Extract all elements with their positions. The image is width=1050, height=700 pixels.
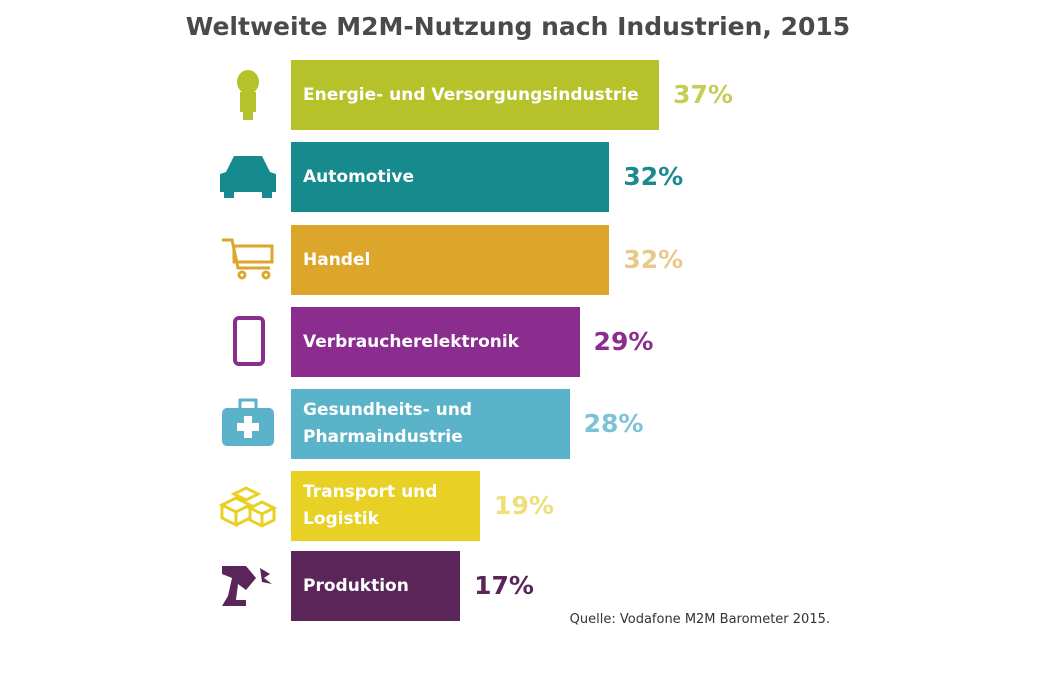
category-label: Produktion	[303, 575, 409, 596]
bar: Produktion	[291, 551, 461, 621]
category-label: Automotive	[303, 166, 415, 187]
bar: Verbraucherelektronik	[291, 307, 580, 377]
category-label: Energie- und Versorgungsindustrie	[303, 84, 639, 105]
icon-boxes	[218, 486, 278, 528]
icon-medkit	[222, 398, 274, 446]
value-label: 29%	[593, 327, 654, 356]
icons	[218, 70, 278, 606]
source-note: Quelle: Vodafone M2M Barometer 2015.	[569, 612, 830, 627]
chart-title: Weltweite M2M-Nutzung nach Industrien, 2…	[185, 12, 851, 41]
icon-bulb	[237, 70, 259, 120]
value-label: 32%	[623, 162, 684, 191]
icon-phone	[233, 316, 265, 366]
value-label: 32%	[623, 245, 684, 274]
category-label: Verbraucherelektronik	[303, 331, 519, 352]
bar: Transport und Logistik	[291, 471, 481, 541]
category-label: Transport und Logistik	[303, 482, 438, 529]
bar: Energie- und Versorgungsindustrie	[291, 60, 660, 130]
value-label: 19%	[494, 491, 554, 520]
value-label: 17%	[474, 571, 534, 600]
value-label: 37%	[673, 80, 733, 109]
bar: Handel	[291, 225, 610, 295]
category-label: Gesundheits- und Pharmaindustrie	[303, 400, 473, 447]
category-label: Handel	[303, 249, 371, 270]
icon-car	[220, 156, 276, 198]
icon-cart	[222, 238, 274, 280]
icon-robot	[222, 566, 272, 606]
value-label: 28%	[583, 409, 644, 438]
bar: Automotive	[291, 142, 610, 212]
bar: Gesundheits- und Pharmaindustrie	[291, 389, 570, 459]
